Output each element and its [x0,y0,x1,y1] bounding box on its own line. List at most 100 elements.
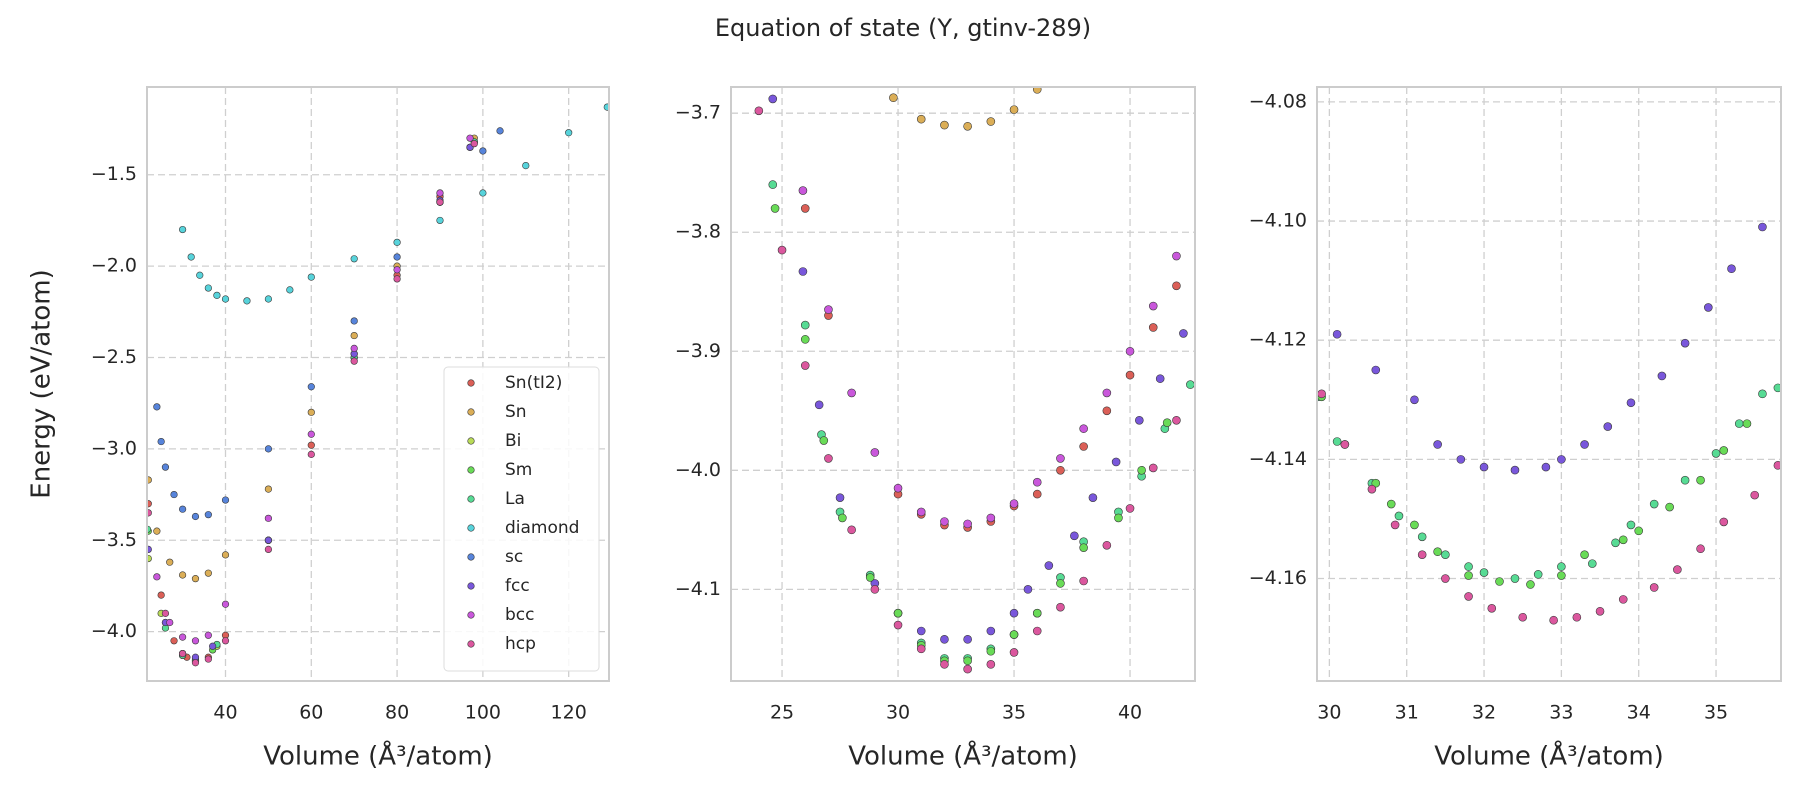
point [1056,579,1065,588]
x-tick-label: 40 [1118,702,1142,724]
point [1417,550,1427,559]
point [170,490,178,499]
point [1410,520,1419,530]
point [221,600,230,608]
point [1441,574,1450,583]
point [307,430,315,438]
point [286,286,294,294]
point [350,357,358,365]
point [350,255,358,263]
legend: Sn(tI2) Sn Bi Sm La diamond sc fcc bcc hcp [443,366,600,672]
point [1056,466,1065,475]
point [209,642,217,650]
point [470,140,478,148]
point [161,609,170,617]
point [147,554,152,563]
point [436,198,444,206]
point [1009,105,1019,114]
point [1611,538,1620,548]
point [1526,580,1535,589]
point [170,637,178,645]
point [1626,398,1636,408]
point [221,637,230,645]
point [986,626,996,636]
point [1044,561,1054,570]
legend-label: sc [505,547,523,567]
point [1032,608,1042,618]
point [1719,446,1729,455]
point [986,660,996,669]
point [307,273,315,281]
point [1390,520,1400,530]
plot-frame [146,86,610,682]
point [1367,484,1377,494]
point [191,637,200,645]
point [1032,477,1042,487]
x-tick-label: 35 [1704,702,1728,724]
point [770,204,780,213]
point [1649,583,1659,592]
legend-label: Sn(tI2) [505,373,562,393]
legend-marker [467,437,475,445]
point [1332,329,1342,339]
point [157,437,165,446]
point [1137,466,1146,475]
point [1649,499,1659,509]
point [1510,574,1520,583]
legend-marker [467,582,475,590]
point [1386,499,1396,509]
x-tick-label: 60 [299,702,323,724]
y-tick-label: −2.5 [91,346,137,368]
point [800,320,810,330]
x-tick-label: 35 [1002,702,1026,724]
point [1618,535,1628,545]
point [1588,559,1597,568]
point [1032,626,1042,636]
y-tick-label: −3.5 [91,529,137,551]
point [264,445,272,453]
point [179,633,187,641]
point [479,147,487,155]
point [436,216,444,225]
point [1179,329,1188,338]
point [1479,568,1489,577]
point [800,361,810,370]
point [916,644,926,654]
point [204,284,212,292]
point [1102,388,1112,398]
point [187,253,195,261]
point [1626,520,1636,530]
point [1618,595,1628,604]
x-axis-label: Volume (Å³/atom) [263,740,493,772]
point [1758,389,1767,399]
point [1657,371,1667,381]
x-tick-label: 80 [385,702,409,724]
point [1032,87,1042,94]
point [847,388,856,398]
point [179,505,187,513]
point [889,93,898,103]
point [1665,502,1674,512]
point [153,403,161,411]
y-tick-label: −3.8 [675,221,721,243]
point [1172,281,1181,291]
legend-label: fcc [505,576,530,596]
points [754,87,1195,674]
point [1125,504,1135,513]
point [940,660,949,669]
point [221,551,230,559]
point [204,569,212,577]
point [819,436,829,445]
y-tick-label: −3.7 [675,102,721,124]
point [835,493,845,502]
point [191,512,200,521]
point [1572,612,1582,622]
point [191,575,200,583]
point [393,253,401,261]
point [213,291,221,299]
point [393,238,401,246]
y-tick-label: −4.0 [91,620,137,642]
point [1032,489,1042,499]
x-tick-label: 30 [886,702,910,724]
